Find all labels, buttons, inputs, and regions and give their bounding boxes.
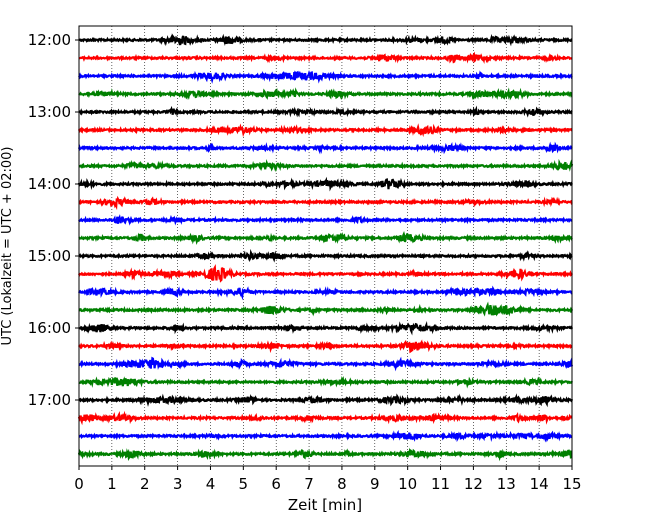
trace-line [78, 195, 573, 211]
trace-line [77, 123, 573, 138]
x-tick-label: 7 [304, 475, 314, 493]
trace-line [77, 141, 573, 155]
x-tick-label: 10 [398, 475, 417, 493]
trace-line [78, 248, 573, 263]
trace-line [78, 105, 573, 118]
y-tick-label: 12:00 [28, 31, 71, 49]
trace-line [78, 214, 573, 226]
y-tick-label: 14:00 [28, 175, 71, 193]
y-tick-label: 16:00 [28, 319, 71, 337]
x-axis-label: Zeit [min] [288, 496, 362, 514]
trace-line [78, 301, 574, 317]
y-tick-label: 15:00 [28, 247, 71, 265]
x-tick-label: 3 [173, 475, 183, 493]
trace-line [78, 429, 573, 443]
trace-line [78, 285, 573, 301]
y-axis-label: UTC (Lokalzeit = UTC + 02:00) [0, 147, 15, 346]
trace-line [77, 410, 573, 426]
trace-group [77, 33, 574, 462]
x-tick-label: 14 [530, 475, 549, 493]
x-tick-label: 8 [337, 475, 347, 493]
trace-line [78, 51, 573, 65]
trace-line [78, 375, 573, 389]
x-tick-label: 6 [271, 475, 281, 493]
trace-line [78, 393, 574, 408]
x-tick-label: 12 [464, 475, 483, 493]
y-tick-label: 13:00 [28, 103, 71, 121]
x-tick-label: 1 [107, 475, 117, 493]
trace-line [78, 231, 573, 246]
plot-frame [78, 25, 573, 467]
trace-line [78, 70, 573, 84]
x-tick-label: 15 [562, 475, 581, 493]
trace-line [77, 447, 573, 462]
y-axis: 12:00 13:00 14:00 15:00 16:00 17:00 [28, 31, 79, 409]
x-tick-label: 0 [74, 475, 84, 493]
trace-line [78, 356, 574, 372]
x-tick-label: 5 [239, 475, 249, 493]
x-tick-label: 9 [370, 475, 380, 493]
trace-line [78, 87, 573, 101]
trace-line [78, 320, 574, 336]
trace-line [78, 158, 574, 173]
x-tick-label: 11 [431, 475, 450, 493]
x-tick-label: 13 [497, 475, 516, 493]
x-tick-label: 4 [206, 475, 216, 493]
trace-line [77, 263, 573, 283]
trace-line [77, 176, 573, 192]
trace-line [78, 33, 573, 47]
trace-line [78, 339, 573, 354]
y-tick-label: 17:00 [28, 391, 71, 409]
x-axis: 0 1 2 3 4 5 6 7 8 9 10 11 12 13 14 15 [74, 466, 582, 493]
x-tick-label: 2 [140, 475, 150, 493]
grid-lines [111, 26, 540, 466]
